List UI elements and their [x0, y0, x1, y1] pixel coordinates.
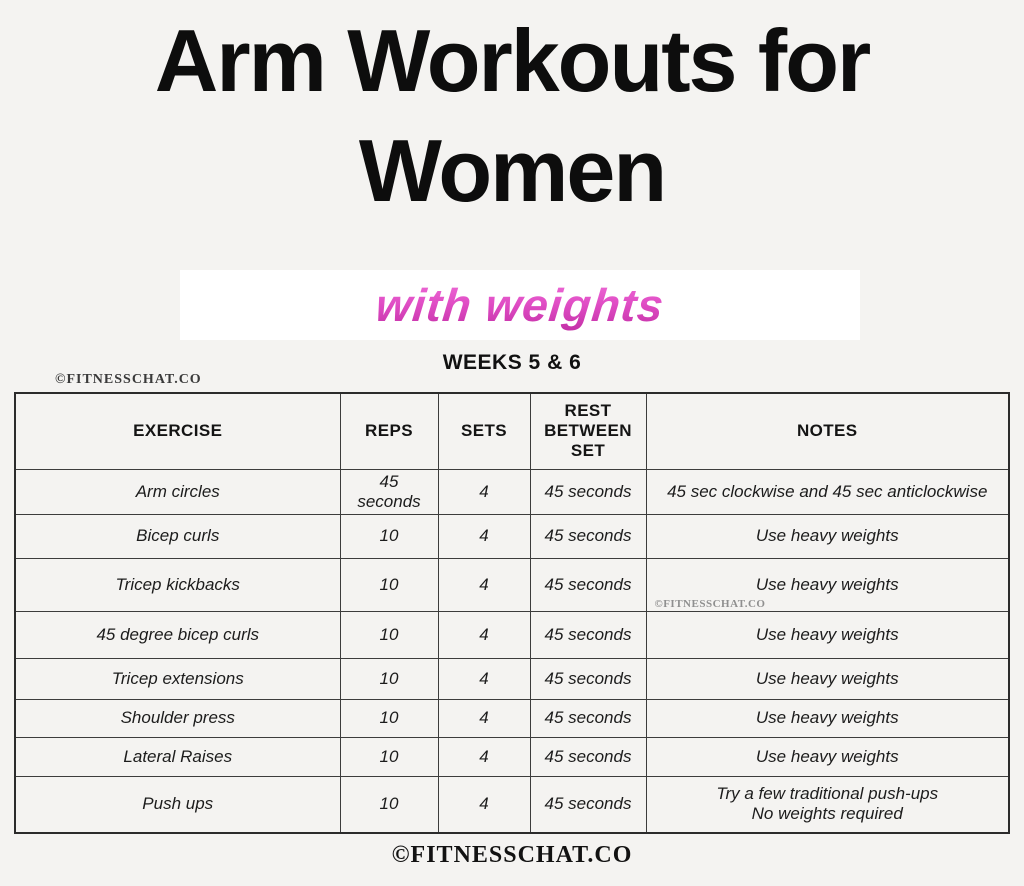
cell-rest: 45 seconds [529, 610, 647, 659]
subtitle-script-text: with weights [373, 279, 667, 331]
cell-exercise: Push ups [14, 775, 341, 834]
table-row: Tricep kickbacks 10 4 45 seconds Use hea… [14, 557, 1010, 612]
cell-sets: 4 [437, 513, 531, 559]
cell-notes: Use heavy weights ©FITNESSCHAT.CO [645, 557, 1010, 612]
cell-exercise: 45 degree bicep curls [14, 610, 341, 659]
cell-reps: 45 seconds [339, 468, 439, 515]
page-title-line2: Women [358, 121, 667, 220]
page-title: Arm Workouts for Women [0, 6, 1024, 226]
cell-exercise: Tricep extensions [14, 657, 341, 700]
cell-notes: Use heavy weights [645, 698, 1010, 738]
cell-rest: 45 seconds [529, 736, 647, 777]
subtitle-banner: with weights [180, 270, 860, 340]
cell-exercise: Tricep kickbacks [14, 557, 341, 612]
table-row: Shoulder press 10 4 45 seconds Use heavy… [14, 698, 1010, 738]
cell-notes: Try a few traditional push-ups No weight… [645, 775, 1010, 834]
cell-exercise: Arm circles [14, 468, 341, 515]
table-row: Push ups 10 4 45 seconds Try a few tradi… [14, 775, 1010, 834]
header-rest: REST BETWEEN SET [529, 392, 647, 470]
header-reps: REPS [339, 392, 439, 470]
cell-rest: 45 seconds [529, 513, 647, 559]
cell-reps: 10 [339, 698, 439, 738]
cell-notes: Use heavy weights [645, 657, 1010, 700]
cell-rest: 45 seconds [529, 698, 647, 738]
page-title-line1: Arm Workouts for [154, 11, 871, 110]
cell-exercise: Bicep curls [14, 513, 341, 559]
cell-sets: 4 [437, 468, 531, 515]
table-row: Arm circles 45 seconds 4 45 seconds 45 s… [14, 468, 1010, 515]
cell-sets: 4 [437, 698, 531, 738]
cell-sets: 4 [437, 775, 531, 834]
table-row: Lateral Raises 10 4 45 seconds Use heavy… [14, 736, 1010, 777]
cell-notes: Use heavy weights [645, 736, 1010, 777]
header-notes: NOTES [645, 392, 1010, 470]
cell-notes: 45 sec clockwise and 45 sec anticlockwis… [645, 468, 1010, 515]
weeks-label: WEEKS 5 & 6 [442, 351, 582, 374]
cell-reps: 10 [339, 657, 439, 700]
header-sets: SETS [437, 392, 531, 470]
cell-reps: 10 [339, 736, 439, 777]
cell-sets: 4 [437, 657, 531, 700]
workout-table: EXERCISE REPS SETS REST BETWEEN SET NOTE… [14, 392, 1010, 834]
header-exercise: EXERCISE [14, 392, 341, 470]
cell-sets: 4 [437, 610, 531, 659]
cell-sets: 4 [437, 557, 531, 612]
cell-reps: 10 [339, 775, 439, 834]
cell-reps: 10 [339, 610, 439, 659]
table-row: 45 degree bicep curls 10 4 45 seconds Us… [14, 610, 1010, 659]
cell-rest: 45 seconds [529, 657, 647, 700]
cell-exercise: Lateral Raises [14, 736, 341, 777]
table-row: Tricep extensions 10 4 45 seconds Use he… [14, 657, 1010, 700]
watermark-top-left: ©FITNESSCHAT.CO [55, 372, 202, 387]
table-row: Bicep curls 10 4 45 seconds Use heavy we… [14, 513, 1010, 559]
cell-reps: 10 [339, 557, 439, 612]
cell-rest: 45 seconds [529, 775, 647, 834]
cell-exercise: Shoulder press [14, 698, 341, 738]
cell-notes: Use heavy weights [645, 610, 1010, 659]
cell-notes: Use heavy weights [645, 513, 1010, 559]
cell-sets: 4 [437, 736, 531, 777]
watermark-bottom: ©FITNESSCHAT.CO [391, 842, 633, 868]
table-header-row: EXERCISE REPS SETS REST BETWEEN SET NOTE… [14, 392, 1010, 470]
cell-rest: 45 seconds [529, 557, 647, 612]
watermark-mid-table: ©FITNESSCHAT.CO [654, 597, 766, 610]
cell-rest: 45 seconds [529, 468, 647, 515]
cell-reps: 10 [339, 513, 439, 559]
